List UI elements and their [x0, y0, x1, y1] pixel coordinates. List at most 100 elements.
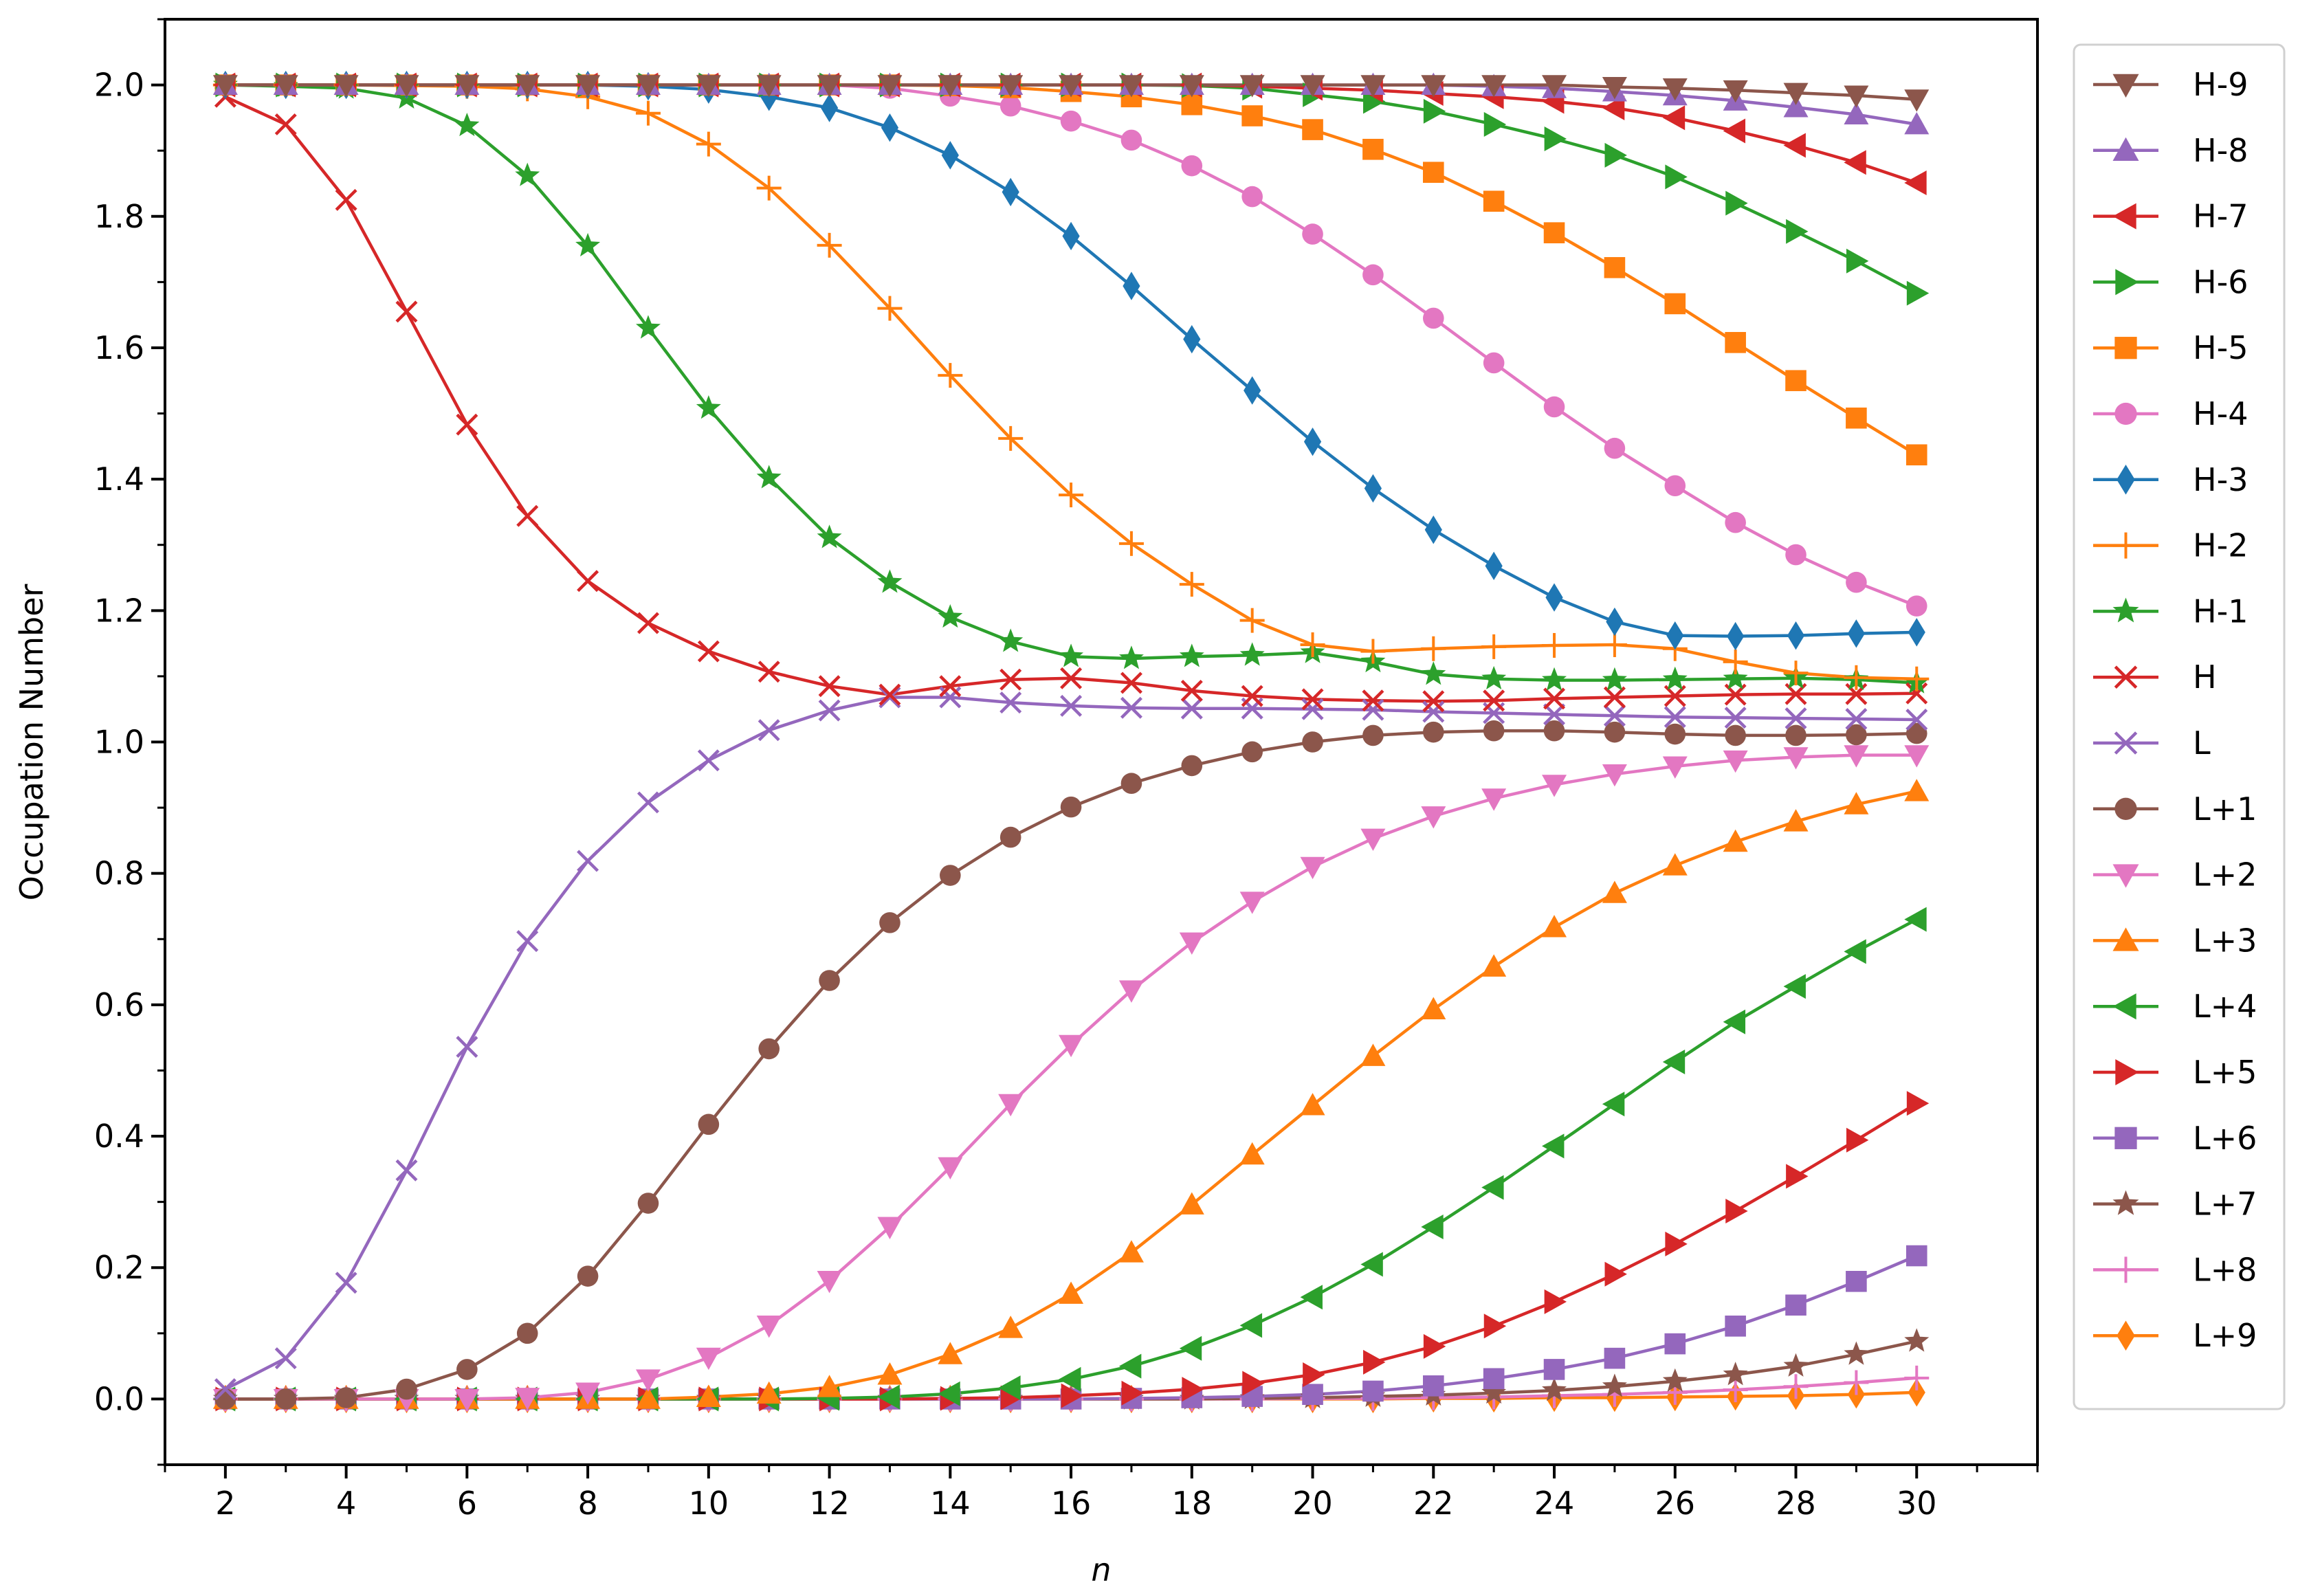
- data-point-H: [456, 413, 478, 436]
- data-point-H: [516, 505, 539, 527]
- data-point-H-2: [696, 131, 721, 157]
- data-point-L+1: [940, 865, 961, 886]
- data-point-L+1: [1302, 731, 1323, 753]
- data-point-L+4: [1844, 939, 1866, 964]
- data-point-L+5: [1906, 1091, 1930, 1116]
- data-point-H: [1543, 687, 1566, 710]
- data-point-H-3: [1606, 607, 1624, 636]
- data-point-H-9: [1602, 77, 1627, 100]
- data-point-H-2: [1481, 634, 1507, 659]
- x-tick-label: 24: [1534, 1485, 1575, 1522]
- data-point-H-2: [635, 100, 661, 126]
- legend-label: H-9: [2193, 66, 2248, 103]
- data-point-L+7: [1602, 1373, 1627, 1397]
- data-point-L+8: [1904, 1365, 1930, 1390]
- data-point-L+2: [938, 1157, 963, 1179]
- data-point-L+4: [1723, 1009, 1746, 1034]
- data-point-L: [697, 749, 720, 772]
- legend-label: H-4: [2193, 395, 2248, 432]
- data-point-H-9: [696, 75, 721, 98]
- data-point-L+5: [1786, 1164, 1809, 1189]
- data-point-H: [1120, 672, 1142, 694]
- data-point-L+1: [335, 1387, 357, 1408]
- data-point-L+4: [1239, 1313, 1263, 1338]
- y-tick-label: 0.8: [94, 855, 144, 892]
- data-point-L+3: [1239, 1142, 1265, 1165]
- data-point-L+3: [938, 1342, 963, 1364]
- legend-label: H-2: [2193, 527, 2248, 564]
- data-point-L+2: [635, 1369, 661, 1392]
- legend: H-9 H-8 H-7 H-6 H-5 H-4 H-3 H-2 H-1 HL L+1 L+2 L+3 L+…: [2073, 43, 2286, 1410]
- data-point-H-5: [1181, 93, 1203, 115]
- y-tick-label: 0.2: [94, 1249, 144, 1286]
- data-point-L+5: [1483, 1314, 1507, 1339]
- data-point-H: [1060, 667, 1083, 689]
- x-tick-label: 20: [1292, 1485, 1333, 1522]
- data-point-H-4: [1422, 307, 1444, 329]
- x-tick-label: 8: [577, 1485, 597, 1522]
- data-point-L+2: [1844, 745, 1869, 768]
- legend-item: L+8: [2093, 1251, 2257, 1288]
- x-tick-label: 28: [1776, 1485, 1816, 1522]
- data-point-H-1: [1481, 665, 1507, 690]
- data-point-L: [1422, 700, 1445, 723]
- data-point-H-5: [1241, 105, 1263, 126]
- data-point-L+3: [1481, 954, 1507, 977]
- data-point-L+3: [1360, 1043, 1386, 1066]
- data-point-L+3: [1421, 997, 1446, 1019]
- legend-label: L+6: [2193, 1120, 2257, 1157]
- data-point-L+3: [1179, 1192, 1204, 1215]
- data-point-H: [395, 300, 418, 323]
- data-point-H-3: [820, 93, 839, 122]
- data-point-H-4: [1664, 475, 1686, 496]
- legend-marker: [2114, 337, 2137, 359]
- legend-label: H-5: [2193, 329, 2248, 366]
- data-point-H-8: [1844, 102, 1869, 125]
- data-point-L+4: [1602, 1091, 1625, 1117]
- data-point-L+3: [1602, 880, 1627, 903]
- data-point-H-3: [1908, 618, 1925, 647]
- data-point-H-4: [1604, 437, 1626, 459]
- data-point-H-1: [635, 315, 661, 339]
- data-point-L+2: [1118, 980, 1144, 1003]
- data-point-H: [1603, 686, 1626, 709]
- data-point-L+2: [1602, 764, 1627, 787]
- data-point-L+3: [756, 1381, 782, 1404]
- legend-item: H-5: [2093, 329, 2248, 366]
- legend-marker: [2112, 1256, 2139, 1283]
- data-point-L+2: [575, 1382, 601, 1405]
- x-tick-label: 6: [457, 1485, 477, 1522]
- x-tick-label: 22: [1413, 1485, 1454, 1522]
- data-point-L+5: [1242, 1371, 1265, 1396]
- data-point-L+1: [275, 1388, 297, 1410]
- data-point-L+2: [515, 1388, 540, 1410]
- legend-marker: [2112, 927, 2139, 951]
- data-point-L+5: [1604, 1261, 1627, 1287]
- data-point-L+4: [1118, 1353, 1142, 1379]
- y-tick-label: 1.2: [94, 592, 144, 629]
- data-point-L+3: [1059, 1281, 1084, 1304]
- data-point-L+7: [1662, 1368, 1688, 1392]
- y-tick-label: 0.6: [94, 986, 144, 1023]
- x-tick-label: 12: [809, 1485, 850, 1522]
- plot-markers: [212, 70, 1930, 1414]
- data-point-L+3: [998, 1316, 1024, 1338]
- data-point-H-9: [756, 75, 782, 98]
- legend-item: H-9: [2093, 66, 2248, 103]
- data-point-H: [939, 675, 962, 698]
- legend-item: L+4: [2093, 988, 2257, 1025]
- data-point-L+6: [1362, 1380, 1384, 1402]
- data-point-L: [1603, 705, 1626, 727]
- data-point-H-9: [1904, 89, 1930, 112]
- data-point-L+4: [1300, 1285, 1323, 1310]
- data-point-L+5: [1665, 1231, 1688, 1256]
- data-point-H: [637, 612, 659, 634]
- y-tick-label: 1.4: [94, 461, 144, 498]
- data-point-L+1: [637, 1193, 659, 1214]
- data-point-L+2: [1904, 745, 1930, 768]
- data-point-H-4: [1846, 571, 1867, 593]
- data-point-L+1: [1422, 721, 1444, 743]
- data-point-L+7: [1723, 1362, 1748, 1386]
- data-point-H-2: [817, 232, 842, 258]
- data-point-H-3: [941, 141, 959, 170]
